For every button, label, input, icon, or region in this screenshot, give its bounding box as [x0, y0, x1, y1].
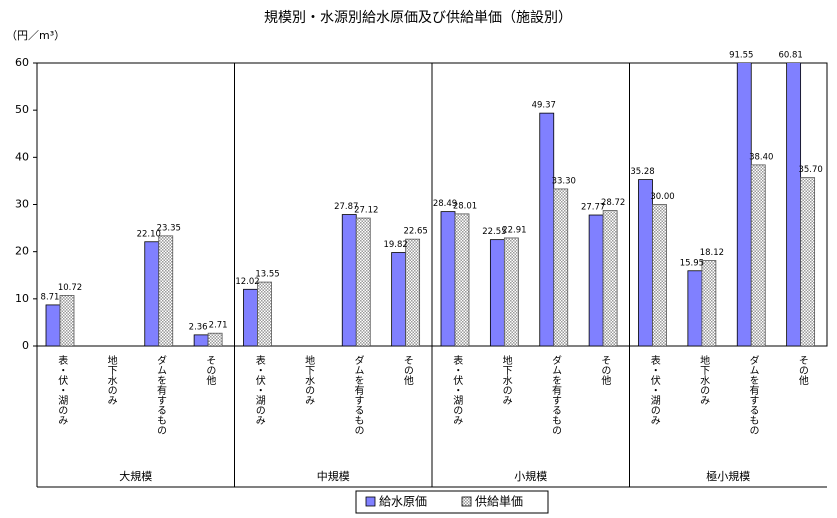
- bar: [638, 179, 653, 346]
- legend-box: [355, 490, 549, 514]
- bar: [652, 204, 667, 346]
- bar: [59, 295, 75, 346]
- bar: [454, 213, 470, 346]
- x-tick-label: その他: [204, 355, 216, 386]
- group-label: 大規模: [119, 469, 152, 483]
- value-label: 35.28: [630, 167, 654, 177]
- value-label: 13.55: [255, 270, 279, 280]
- value-label: 28.72: [601, 198, 625, 208]
- bar: [539, 112, 555, 346]
- value-label: 33.30: [552, 176, 576, 186]
- value-label: 30.00: [650, 192, 674, 202]
- bar: [736, 63, 752, 346]
- bar: [701, 260, 717, 346]
- bar: [800, 177, 816, 346]
- value-label: 12.02: [235, 277, 259, 287]
- y-tick-label: 40: [15, 150, 29, 163]
- legend-label: 給水原価: [379, 495, 427, 509]
- bar: [45, 304, 61, 346]
- bar: [207, 332, 223, 346]
- value-label: 23.35: [157, 223, 181, 233]
- group-label: 中規模: [317, 469, 350, 483]
- value-label: 18.12: [700, 248, 724, 258]
- bar: [355, 217, 371, 346]
- x-tick-label: ダムを有するもの: [549, 355, 561, 435]
- value-label: 28.49: [433, 199, 457, 209]
- value-label: 19.82: [383, 240, 407, 250]
- bar: [440, 211, 456, 346]
- bar: [144, 241, 160, 346]
- bar: [553, 188, 569, 346]
- bar: [243, 288, 258, 346]
- value-label: 22.55: [482, 227, 506, 237]
- x-tick-label: 地下水のみ: [303, 354, 315, 405]
- value-label: 10.72: [58, 283, 82, 293]
- x-tick-label: 地下水のみ: [105, 354, 117, 405]
- x-tick-label: 表・伏・湖のみ: [56, 354, 68, 425]
- value-label: 27.12: [354, 206, 378, 216]
- legend-swatch: [365, 496, 376, 507]
- value-label: 49.37: [532, 101, 556, 111]
- y-tick-label: 50: [15, 103, 29, 116]
- y-tick-label: 0: [22, 339, 29, 352]
- value-label: 60.81: [778, 51, 802, 61]
- legend-label: 供給単価: [475, 495, 523, 509]
- x-tick-label: ダムを有するもの: [747, 355, 759, 435]
- x-tick-label: その他: [401, 355, 413, 386]
- x-tick-label: 地下水のみ: [698, 354, 710, 405]
- x-tick-label: 地下水のみ: [500, 354, 512, 405]
- value-label: 27.87: [334, 202, 358, 212]
- value-label: 8.71: [41, 292, 60, 302]
- x-tick-label: その他: [796, 355, 808, 386]
- value-label: 2.71: [209, 321, 228, 331]
- x-tick-label: 表・伏・湖のみ: [253, 354, 265, 425]
- bar: [687, 270, 703, 346]
- bar: [489, 239, 505, 346]
- bar: [341, 214, 357, 346]
- group-label: 極小規模: [706, 469, 750, 483]
- bar: [503, 237, 519, 346]
- legend-swatch: [461, 496, 472, 507]
- value-label: 22.65: [403, 227, 427, 237]
- chart-title: 規模別・水源別給水原価及び供給単価（施設別）: [264, 10, 572, 26]
- y-tick-label: 10: [15, 292, 29, 305]
- value-label: 28.01: [453, 201, 477, 211]
- bar: [786, 63, 802, 346]
- value-label: 27.77: [581, 203, 605, 213]
- value-label: 38.40: [749, 152, 773, 162]
- bar: [158, 235, 174, 346]
- y-tick-label: 30: [15, 198, 29, 211]
- bar: [405, 238, 421, 346]
- bar: [391, 252, 407, 346]
- bar: [750, 164, 766, 346]
- bar: [602, 210, 618, 346]
- x-tick-label: ダムを有するもの: [352, 355, 364, 435]
- value-label: 22.91: [502, 225, 526, 235]
- x-tick-label: ダムを有するもの: [154, 355, 166, 435]
- y-tick-label: 60: [15, 56, 29, 69]
- y-tick-label: 20: [15, 245, 29, 258]
- value-label: 91.55: [729, 51, 753, 61]
- x-tick-label: 表・伏・湖のみ: [451, 354, 463, 425]
- bars: [45, 63, 816, 346]
- y-axis-label: （円／m³）: [6, 29, 65, 42]
- value-label: 2.36: [189, 322, 208, 332]
- value-label: 22.10: [137, 229, 161, 239]
- bar: [193, 334, 209, 346]
- x-tick-label: 表・伏・湖のみ: [648, 354, 660, 425]
- value-label: 35.70: [798, 165, 822, 175]
- bar: [588, 214, 604, 346]
- bar: [257, 281, 272, 346]
- group-label: 小規模: [514, 469, 547, 483]
- value-label: 15.95: [680, 258, 704, 268]
- x-tick-label: その他: [599, 355, 611, 386]
